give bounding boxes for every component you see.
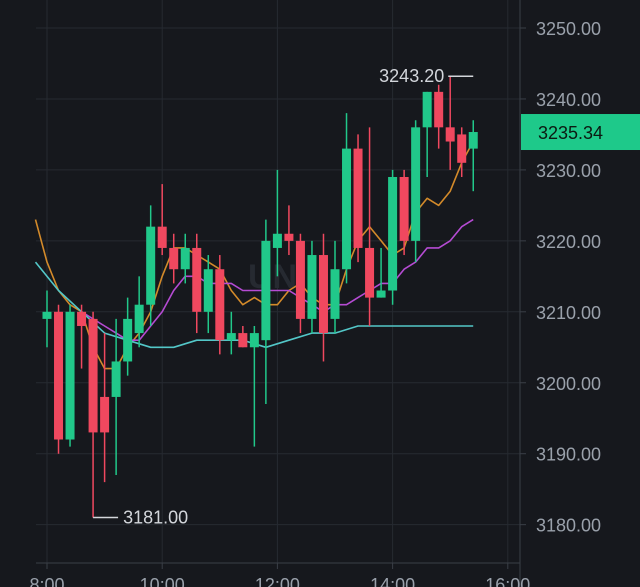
candle-body-down: [295, 240, 305, 319]
candle-body-down: [54, 311, 64, 440]
y-tick-label[interactable]: 3210.00: [536, 303, 601, 323]
y-tick-label[interactable]: 3190.00: [536, 445, 601, 465]
candle-body-up: [180, 247, 190, 270]
candle-body-down: [77, 311, 87, 326]
candle-body-up: [342, 148, 352, 270]
y-tick-label[interactable]: 3200.00: [536, 374, 601, 394]
candle-body-down: [100, 396, 110, 433]
candle-body-down: [192, 247, 202, 312]
candle-body-up: [65, 311, 75, 440]
last-price-label: 3235.34: [538, 123, 603, 143]
candle-body-up: [307, 255, 317, 319]
candle-body-down: [318, 255, 328, 334]
x-tick-label[interactable]: 8:00: [29, 575, 64, 587]
candle-body-down: [238, 333, 248, 348]
x-tick-label[interactable]: 14:00: [370, 575, 415, 587]
low-price-label: 3181.00: [123, 508, 188, 528]
candle-body-down: [445, 127, 455, 142]
candle-body-up: [123, 318, 133, 362]
candle-body-down: [353, 148, 363, 248]
y-tick-label[interactable]: 3250.00: [536, 19, 601, 39]
candle-body-down: [284, 233, 294, 241]
candle-body-down: [169, 247, 179, 270]
candle-body-up: [203, 269, 213, 312]
candle-body-up: [261, 240, 271, 341]
last-price-marker[interactable]: 3235.34: [521, 114, 640, 151]
candle-body-up: [111, 361, 121, 397]
candle-body-down: [157, 226, 167, 248]
candle-body-up: [376, 290, 386, 298]
candle-body-up: [272, 233, 282, 248]
candle-body-down: [365, 247, 375, 298]
candle-body-down: [457, 134, 467, 163]
candle-body-up: [134, 304, 144, 334]
candle-body-down: [434, 91, 444, 128]
candle-body-up: [411, 127, 421, 241]
y-tick-label[interactable]: 3230.00: [536, 161, 601, 181]
last-price-badge[interactable]: [521, 114, 640, 151]
y-tick-label[interactable]: 3180.00: [536, 516, 601, 536]
candles: [42, 76, 478, 518]
moving-average-line-ma_fast: [34, 141, 474, 370]
price-annotations: 3243.20 3181.00: [93, 66, 474, 528]
candle-body-up: [42, 311, 52, 319]
y-tick-label[interactable]: 3220.00: [536, 232, 601, 252]
x-tick-label[interactable]: 16:00: [485, 575, 530, 587]
moving-average-line-ma_mid: [81, 218, 474, 342]
candle-body-up: [146, 226, 156, 305]
candle-body-down: [399, 176, 409, 241]
x-tick-label[interactable]: 10:00: [140, 575, 185, 587]
candle-body-up: [330, 269, 340, 319]
y-tick-label[interactable]: 3240.00: [536, 90, 601, 110]
candle-body-up: [422, 91, 432, 128]
candle-body-up: [249, 333, 259, 348]
x-tick-label[interactable]: 12:00: [255, 575, 300, 587]
x-axis-ticks[interactable]: 8:00 10:00 12:00 14:00 16:00: [29, 563, 530, 587]
high-price-label: 3243.20: [379, 66, 444, 86]
candle-body-down: [88, 318, 98, 433]
candle-body-up: [388, 176, 398, 291]
candle-body-up: [226, 333, 236, 341]
y-axis-ticks[interactable]: 3250.00 3240.00 3230.00 3220.00 3210.00 3200.…: [520, 19, 601, 536]
axes: [36, 0, 521, 587]
candle-body-up: [468, 132, 478, 149]
candle-body-down: [215, 269, 225, 341]
